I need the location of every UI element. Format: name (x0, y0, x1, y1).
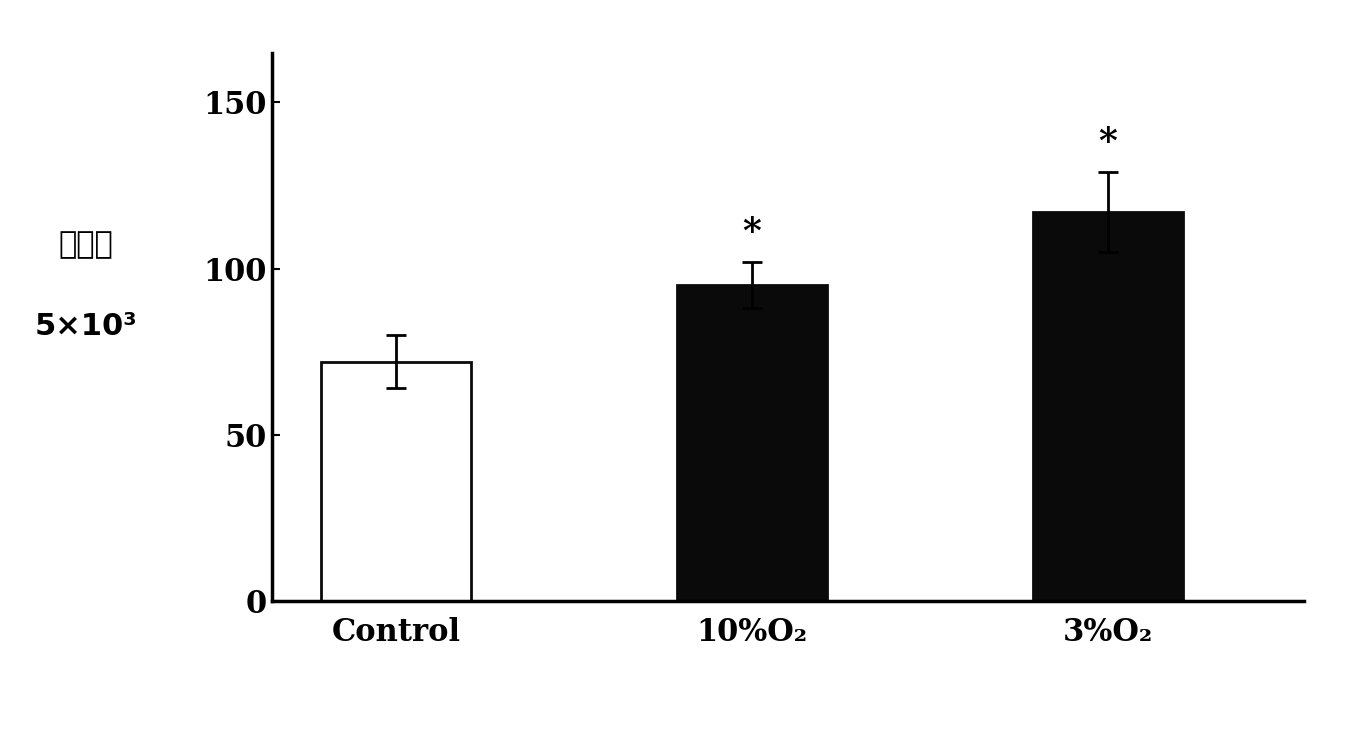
Text: *: * (743, 215, 762, 249)
Text: *: * (1099, 125, 1118, 159)
Bar (322, 361, 471, 601)
Text: 细胞数: 细胞数 (58, 230, 113, 259)
Bar (678, 285, 827, 601)
Text: 5×10³: 5×10³ (34, 312, 137, 341)
Bar (1033, 212, 1183, 601)
